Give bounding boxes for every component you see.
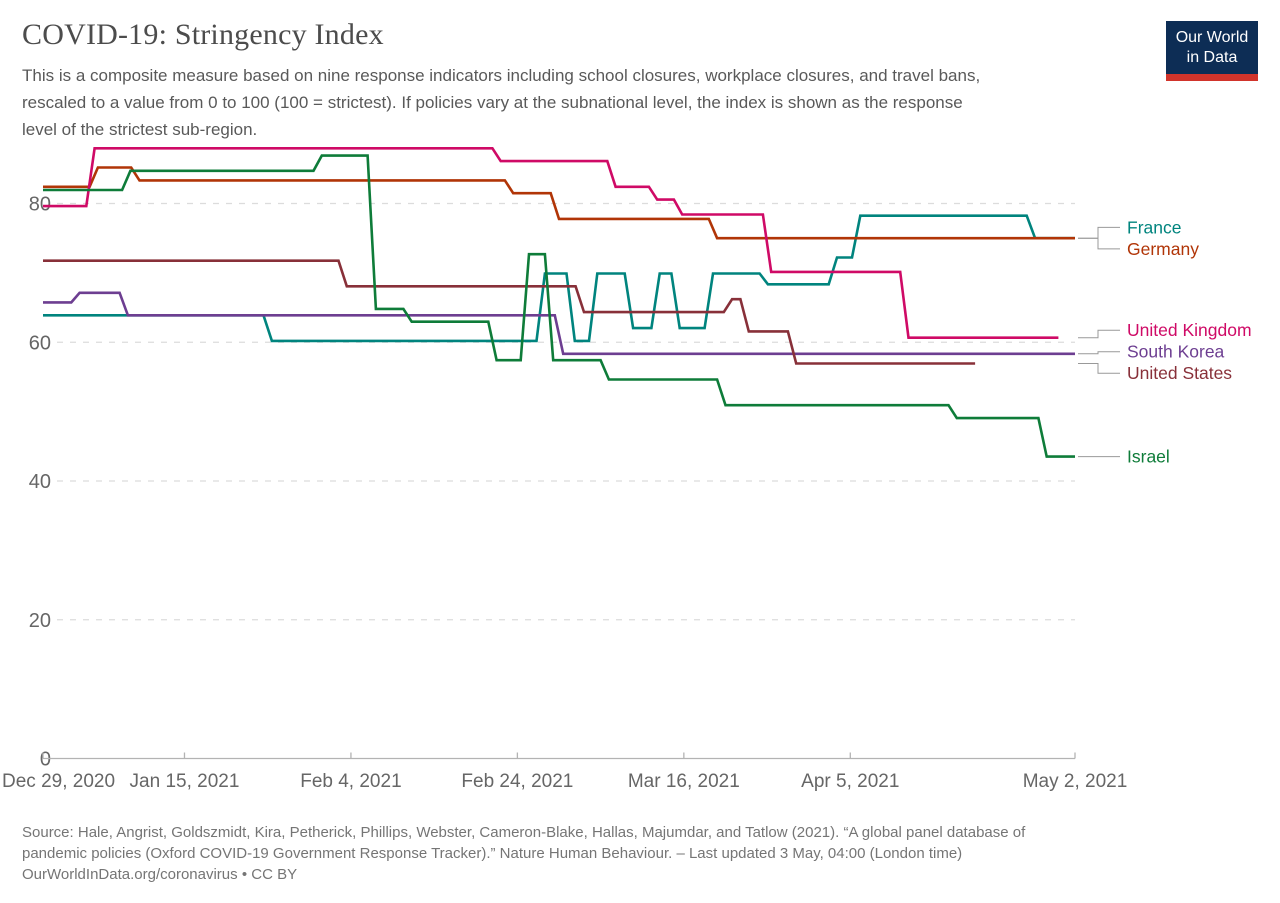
chart-footer: Source: Hale, Angrist, Goldszmidt, Kira,… <box>22 822 1202 885</box>
y-tick-label-40: 40 <box>29 471 51 493</box>
x-tick-label-may-2-2021: May 2, 2021 <box>1023 771 1128 792</box>
series-line-united-kingdom <box>43 147 1059 339</box>
x-tick-label-dec-29-2020: Dec 29, 2020 <box>2 771 115 792</box>
entity-label-germany[interactable]: Germany <box>1127 239 1199 259</box>
chart-subtitle: This is a composite measure based on nin… <box>22 62 1142 143</box>
entity-label-south-korea[interactable]: South Korea <box>1127 342 1225 362</box>
x-tick-label-jan-15-2021: Jan 15, 2021 <box>130 771 240 792</box>
y-tick-label-20: 20 <box>29 610 51 632</box>
source-link-line[interactable]: OurWorldInData.org/coronavirus • CC BY <box>22 866 298 883</box>
label-connector-united-kingdom <box>1078 329 1120 339</box>
label-connector-united-states <box>1078 363 1120 374</box>
y-tick-label-0: 0 <box>40 749 51 771</box>
owid-logo-line-1: Our World <box>1175 28 1249 46</box>
series-line-united-states <box>43 259 976 365</box>
series-line-israel <box>43 154 1075 458</box>
entity-label-united-kingdom[interactable]: United Kingdom <box>1127 320 1252 340</box>
series-line-france <box>43 214 1075 343</box>
source-line-1: Source: Hale, Angrist, Goldszmidt, Kira,… <box>22 824 1026 841</box>
label-connector-south-korea <box>1078 351 1120 355</box>
entity-label-france[interactable]: France <box>1127 217 1181 237</box>
y-tick-label-60: 60 <box>29 332 51 354</box>
label-connector-france <box>1078 226 1120 239</box>
series-line-south-korea <box>43 291 1075 356</box>
y-tick-label-80: 80 <box>29 194 51 216</box>
x-tick-label-mar-16-2021: Mar 16, 2021 <box>628 771 740 792</box>
x-tick-label-apr-5-2021: Apr 5, 2021 <box>801 771 899 792</box>
entity-label-israel[interactable]: Israel <box>1127 447 1170 467</box>
owid-logo[interactable]: Our World in Data <box>1166 21 1258 81</box>
page-title: COVID-19: Stringency Index <box>22 18 384 51</box>
subtitle-line-3: level of the strictest sub-region. <box>22 120 258 139</box>
source-line-2: pandemic policies (Oxford COVID-19 Gover… <box>22 845 963 862</box>
series-line-germany <box>43 166 1075 240</box>
chart-header: COVID-19: Stringency Index This is a com… <box>22 18 1142 143</box>
subtitle-line-2: rescaled to a value from 0 to 100 (100 =… <box>22 93 963 112</box>
subtitle-line-1: This is a composite measure based on nin… <box>22 66 981 85</box>
x-tick-label-feb-24-2021: Feb 24, 2021 <box>461 771 573 792</box>
label-connector-germany <box>1078 237 1120 250</box>
x-tick-label-feb-4-2021: Feb 4, 2021 <box>300 771 401 792</box>
owid-logo-line-2: in Data <box>1186 48 1238 66</box>
entity-label-united-states[interactable]: United States <box>1127 363 1232 383</box>
